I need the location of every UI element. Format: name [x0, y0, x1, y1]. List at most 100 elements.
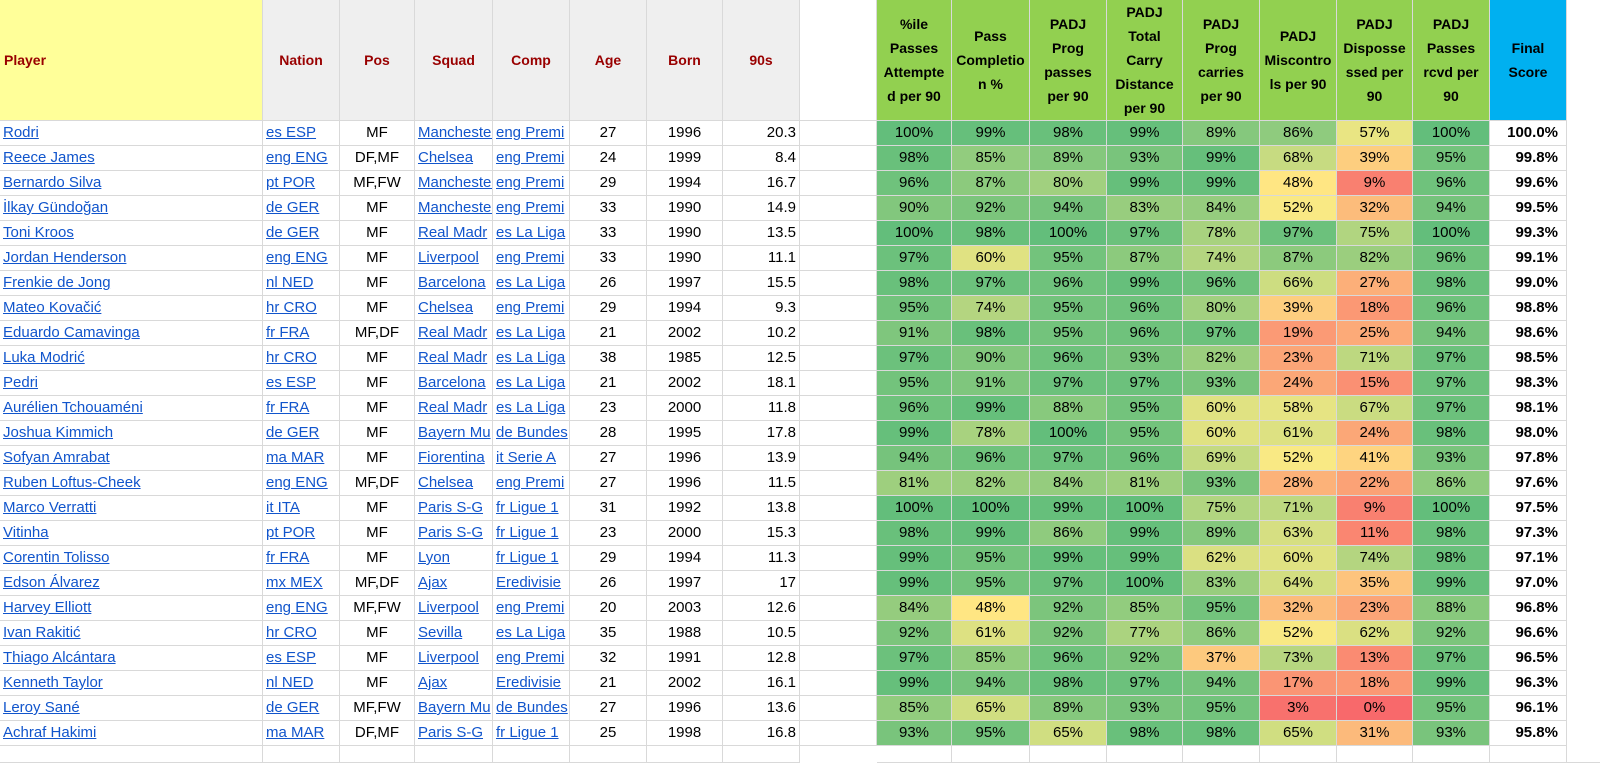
stat-cell: 91% — [877, 321, 952, 346]
data-cell: 20.3 — [723, 121, 800, 146]
data-cell: eng Premi — [493, 246, 570, 271]
stat-cell: 99% — [1183, 146, 1260, 171]
stat-cell: 96% — [1030, 346, 1107, 371]
stat-cell: 100% — [1413, 221, 1490, 246]
data-cell: 10.2 — [723, 321, 800, 346]
stat-cell: 98% — [877, 521, 952, 546]
stat-cell: 99.0% — [1490, 271, 1567, 296]
data-cell: MF — [340, 121, 415, 146]
data-cell: es La Liga — [493, 346, 570, 371]
stat-cell: 97.0% — [1490, 571, 1567, 596]
data-cell: fr FRA — [263, 396, 340, 421]
stat-cell: 98.3% — [1490, 371, 1567, 396]
column-header: Pass Completion % — [952, 0, 1030, 121]
empty-row-cell — [1260, 746, 1337, 763]
stat-cell: 96% — [1107, 446, 1183, 471]
stat-cell: 100% — [1413, 496, 1490, 521]
stat-cell: 95% — [1183, 596, 1260, 621]
stat-cell: 86% — [1260, 121, 1337, 146]
stat-cell: 99.8% — [1490, 146, 1567, 171]
stat-cell: 99% — [952, 121, 1030, 146]
empty-row-cell — [647, 746, 723, 763]
stat-cell: 32% — [1337, 196, 1413, 221]
stat-cell: 74% — [1337, 546, 1413, 571]
data-cell: MF — [340, 396, 415, 421]
player-name: Marco Verratti — [0, 496, 263, 521]
stat-cell: 18% — [1337, 296, 1413, 321]
data-cell: 29 — [570, 296, 647, 321]
data-cell: 26 — [570, 571, 647, 596]
data-cell: 28 — [570, 421, 647, 446]
data-cell: Real Madr — [415, 221, 493, 246]
stat-cell: 99% — [877, 421, 952, 446]
data-cell: 9.3 — [723, 296, 800, 321]
data-cell: 2002 — [647, 671, 723, 696]
data-cell: 27 — [570, 471, 647, 496]
stat-cell: 94% — [1413, 321, 1490, 346]
stat-cell: 95% — [877, 296, 952, 321]
data-cell: es La Liga — [493, 221, 570, 246]
data-cell: 21 — [570, 671, 647, 696]
stat-cell: 15% — [1337, 371, 1413, 396]
column-header: %ile Passes Attempted per 90 — [877, 0, 952, 121]
data-cell: MF — [340, 496, 415, 521]
player-name: Rodri — [0, 121, 263, 146]
player-name: Frenkie de Jong — [0, 271, 263, 296]
player-name: Toni Kroos — [0, 221, 263, 246]
stat-cell: 96% — [1030, 271, 1107, 296]
stat-cell: 96% — [1107, 296, 1183, 321]
stat-cell: 98.8% — [1490, 296, 1567, 321]
stat-cell: 71% — [1337, 346, 1413, 371]
data-cell: 12.8 — [723, 646, 800, 671]
stat-cell: 97% — [1030, 446, 1107, 471]
stat-cell: 84% — [1030, 471, 1107, 496]
stat-cell: 71% — [1260, 496, 1337, 521]
empty-row-cell — [263, 746, 340, 763]
data-cell: Eredivisie — [493, 571, 570, 596]
stat-cell: 24% — [1260, 371, 1337, 396]
player-name: Jordan Henderson — [0, 246, 263, 271]
empty-row-cell — [1107, 746, 1183, 763]
stat-cell: 9% — [1337, 171, 1413, 196]
data-cell: eng Premi — [493, 596, 570, 621]
stat-cell: 11% — [1337, 521, 1413, 546]
data-cell: 35 — [570, 621, 647, 646]
stat-cell: 87% — [1107, 246, 1183, 271]
data-cell: eng ENG — [263, 246, 340, 271]
data-cell: 26 — [570, 271, 647, 296]
stat-cell: 97% — [877, 246, 952, 271]
data-cell: 38 — [570, 346, 647, 371]
data-cell: 1996 — [647, 446, 723, 471]
stat-cell: 41% — [1337, 446, 1413, 471]
stat-cell: 89% — [1030, 696, 1107, 721]
data-cell: Liverpool — [415, 646, 493, 671]
player-name: Luka Modrić — [0, 346, 263, 371]
stat-cell: 80% — [1030, 171, 1107, 196]
data-cell: MF,FW — [340, 171, 415, 196]
data-cell: eng ENG — [263, 596, 340, 621]
blank-cell — [800, 721, 877, 746]
data-cell: 1990 — [647, 196, 723, 221]
stat-cell: 93% — [1413, 721, 1490, 746]
data-cell: 27 — [570, 446, 647, 471]
player-name: Achraf Hakimi — [0, 721, 263, 746]
data-cell: 8.4 — [723, 146, 800, 171]
data-cell: Paris S-G — [415, 521, 493, 546]
player-name: Harvey Elliott — [0, 596, 263, 621]
stat-cell: 93% — [1107, 146, 1183, 171]
stat-cell: 86% — [1030, 521, 1107, 546]
stat-cell: 9% — [1337, 496, 1413, 521]
column-header: PADJ Miscontrols per 90 — [1260, 0, 1337, 121]
stat-cell: 95% — [877, 371, 952, 396]
stat-cell: 93% — [1413, 446, 1490, 471]
empty-row-cell — [493, 746, 570, 763]
column-header: PADJ Prog passes per 90 — [1030, 0, 1107, 121]
stat-cell: 96.1% — [1490, 696, 1567, 721]
data-cell: hr CRO — [263, 296, 340, 321]
data-cell: fr FRA — [263, 321, 340, 346]
data-cell: es ESP — [263, 371, 340, 396]
stat-cell: 99.6% — [1490, 171, 1567, 196]
player-name: Ruben Loftus-Cheek — [0, 471, 263, 496]
empty-row-cell — [1337, 746, 1413, 763]
stat-cell: 100% — [1413, 121, 1490, 146]
